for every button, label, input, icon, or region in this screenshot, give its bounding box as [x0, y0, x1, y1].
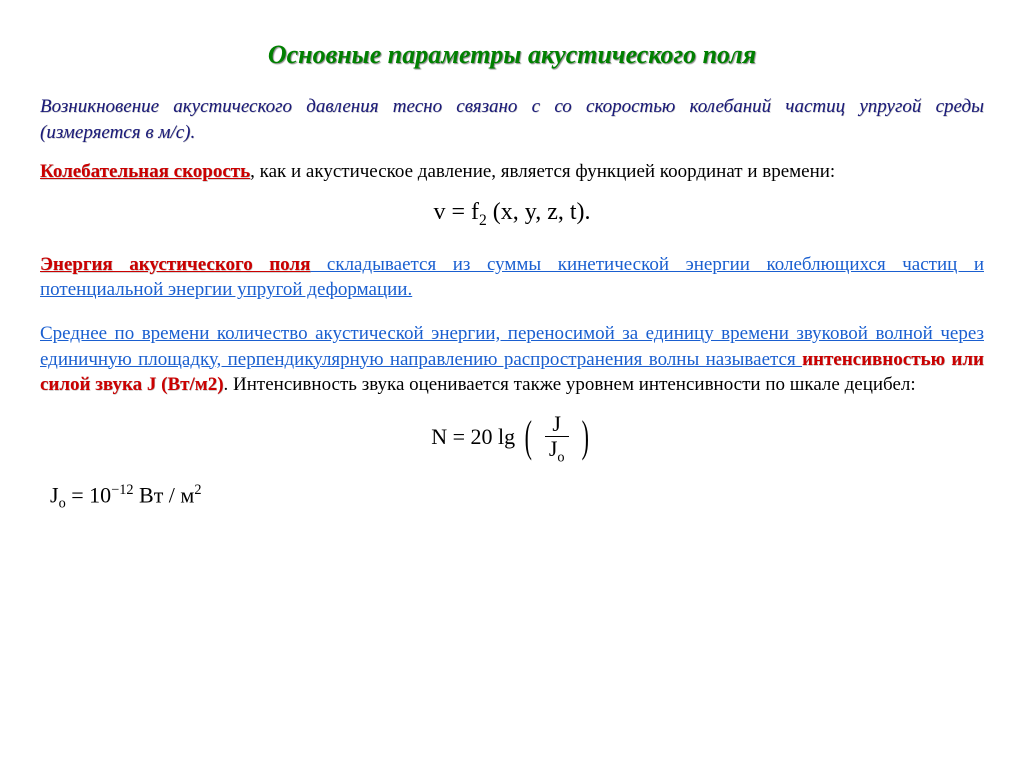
- intensity-part2: . Интенсивность звука оценивается также …: [224, 374, 916, 395]
- formula3-eq: = 10: [66, 483, 111, 508]
- formula2-lhs: N = 20 lg: [431, 424, 515, 449]
- formula3-unit1: Вт / м: [134, 483, 195, 508]
- paragraph-intensity: Среднее по времени количество акустическ…: [40, 321, 984, 398]
- formula-j0: Jo = 10−12 Вт / м2: [50, 482, 984, 513]
- formula-decibel: N = 20 lg ( J Jo ): [40, 412, 984, 466]
- formula3-j: J: [50, 483, 59, 508]
- formula3-exp: −12: [111, 482, 133, 498]
- formula1-v: v: [433, 199, 445, 225]
- lead-velocity: Колебательная скорость: [40, 161, 250, 182]
- formula3-sub: o: [59, 496, 66, 512]
- formula1-eq: = f: [445, 199, 479, 225]
- lparen-icon: (: [524, 415, 531, 459]
- intro-paragraph: Возникновение акустического давления тес…: [40, 94, 984, 145]
- formula2-fraction: J Jo: [545, 412, 569, 466]
- formula3-unit-exp: 2: [194, 482, 201, 498]
- formula-velocity: v = f2 (x, y, z, t).: [40, 199, 984, 230]
- rest-velocity: , как и акустическое давление, является …: [250, 161, 835, 182]
- formula2-den: Jo: [545, 437, 569, 466]
- lead-energy: Энергия акустического поля: [40, 254, 310, 275]
- formula2-num: J: [545, 412, 569, 437]
- formula1-args: (x, y, z, t).: [487, 199, 591, 225]
- paragraph-velocity: Колебательная скорость, как и акустическ…: [40, 159, 984, 185]
- paragraph-energy: Энергия акустического поля складывается …: [40, 252, 984, 303]
- page-title: Основные параметры акустического поля: [40, 40, 984, 70]
- rparen-icon: ): [582, 415, 589, 459]
- formula2-den-sub: o: [557, 450, 564, 466]
- formula1-sub: 2: [479, 212, 487, 229]
